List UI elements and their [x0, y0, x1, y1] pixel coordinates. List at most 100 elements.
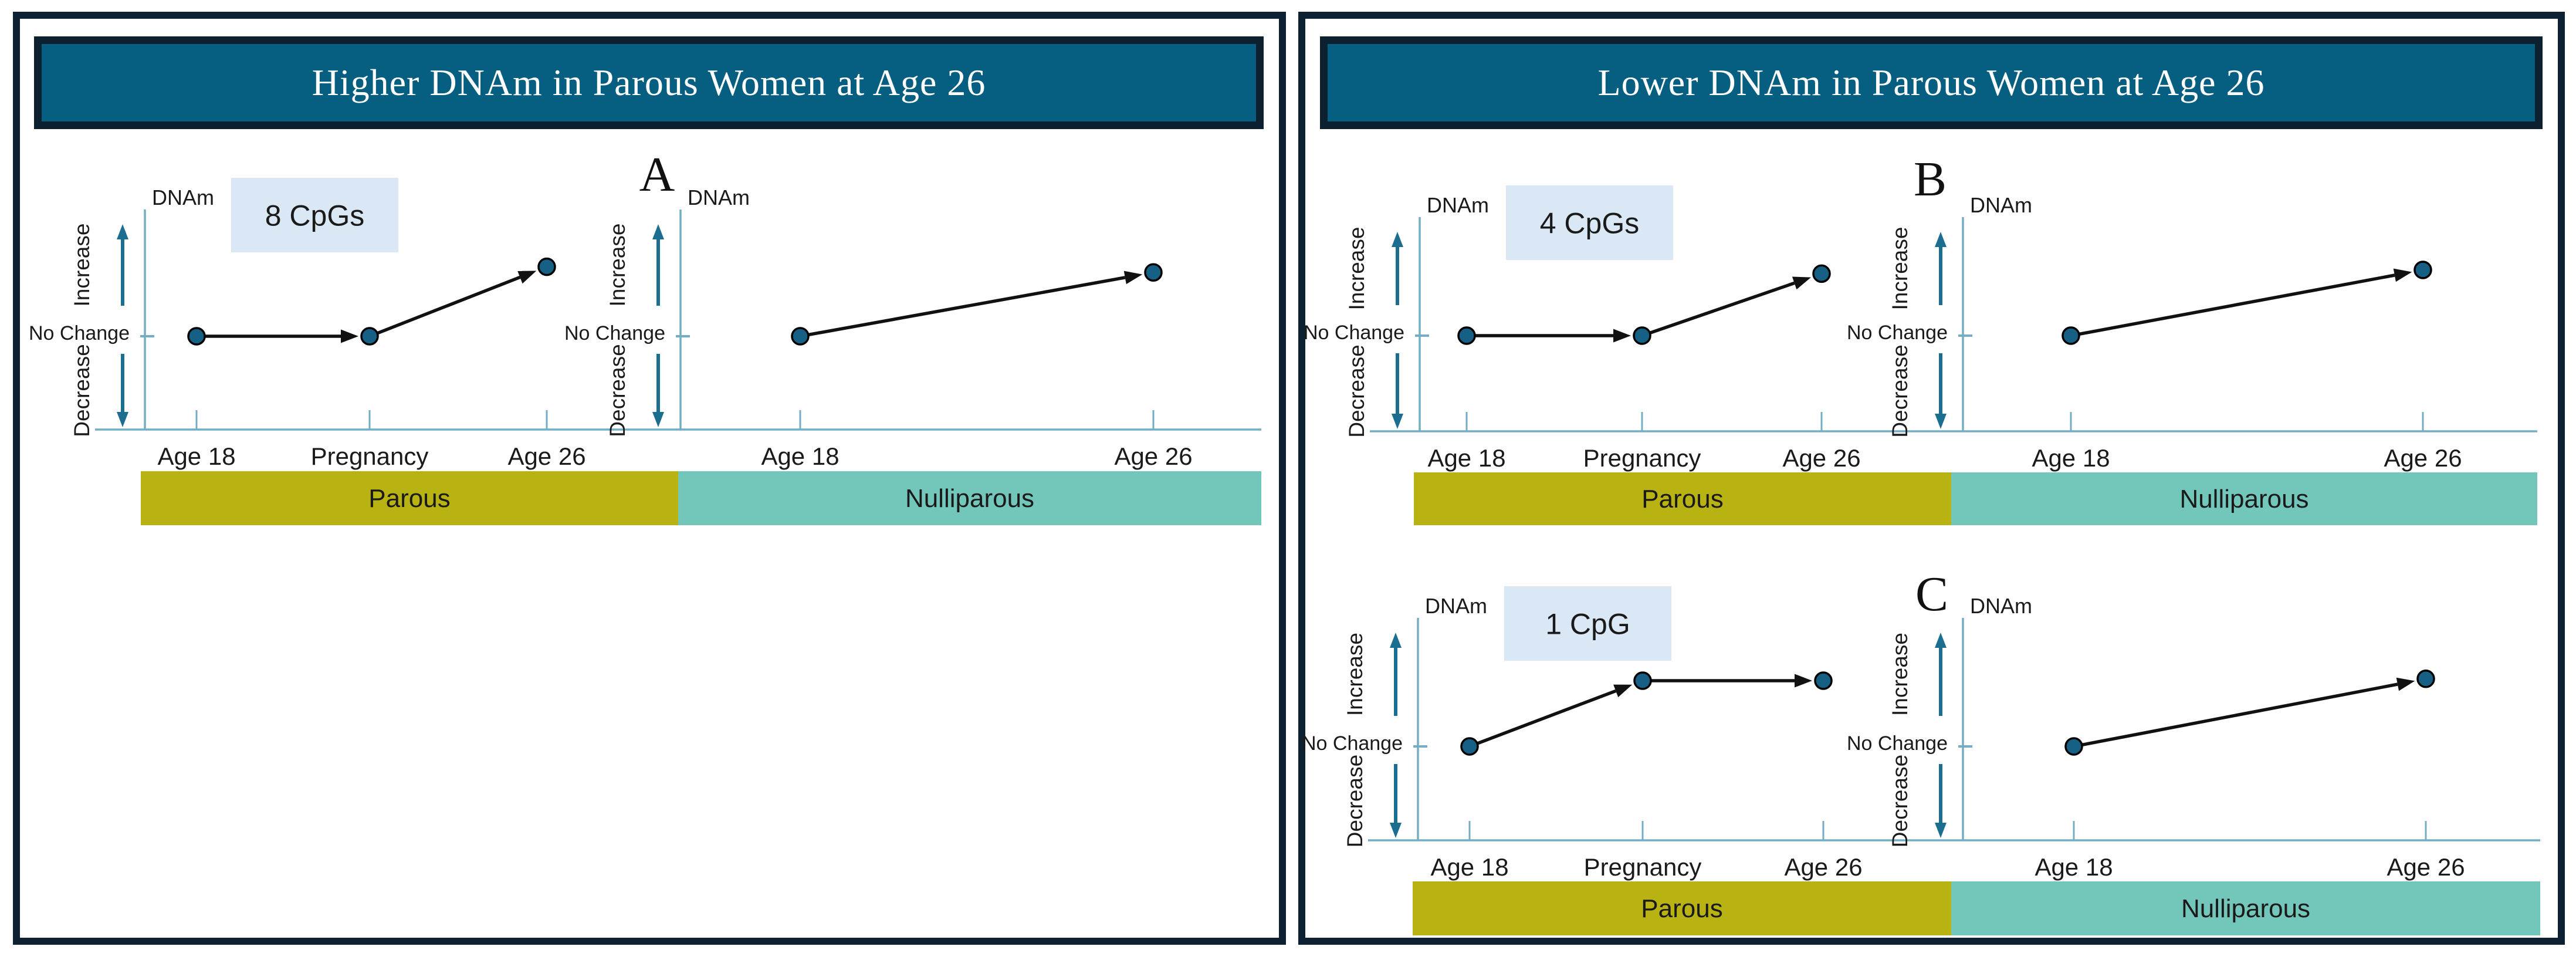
dnam-label-B-parous: DNAm	[1427, 193, 1489, 217]
tick-label-A-nulliparous-1: Age 26	[1114, 442, 1192, 470]
decrease-arrow-A-parous-head	[117, 412, 128, 427]
increase-arrow-B-nulliparous-head	[1935, 232, 1947, 247]
increase-label-A-parous: Increase	[70, 224, 94, 307]
tick-label-B-nulliparous-0: Age 18	[2032, 444, 2110, 472]
increase-label-B-nulliparous: Increase	[1888, 227, 1912, 310]
nulliparous-band-B	[1951, 472, 2537, 525]
data-point-C-parous-2	[1814, 671, 1833, 690]
nulliparous-band-A	[678, 471, 1261, 525]
band-label-B-parous: Parous	[1641, 485, 1723, 513]
decrease-arrow-B-nulliparous-head	[1935, 414, 1947, 429]
data-point-A-parous-2	[537, 257, 556, 276]
data-point-B-nulliparous-1	[2413, 261, 2432, 279]
increase-arrow-A-nulliparous-head	[652, 224, 664, 239]
nulliparous-band-C	[1951, 881, 2540, 935]
dnam-label-C-parous: DNAm	[1425, 594, 1487, 618]
band-label-A-nulliparous: Nulliparous	[905, 484, 1034, 513]
trend-arrow-A-parous-0-head	[341, 329, 358, 343]
decrease-label-B-nulliparous: Decrease	[1888, 344, 1912, 437]
no-change-label-C-parous: No Change	[1302, 732, 1403, 755]
trend-arrow-C-parous-1-head	[1795, 674, 1812, 688]
trend-arrow-B-parous-1-head	[1792, 276, 1812, 290]
increase-arrow-B-parous-head	[1392, 232, 1403, 247]
tick-label-C-parous-2: Age 26	[1784, 853, 1862, 881]
trend-arrow-B-nulliparous-0-shaft	[2070, 273, 2395, 337]
band-label-C-parous: Parous	[1641, 894, 1722, 923]
trend-arrow-A-parous-1-shaft	[368, 275, 521, 338]
parous-band-C	[1413, 881, 1951, 935]
dnam-label-C-nulliparous: DNAm	[1970, 594, 2032, 618]
cpg-label-C: 1 CpG	[1545, 608, 1630, 641]
header-higher-dnam: Higher DNAm in Parous Women at Age 26	[34, 36, 1264, 129]
data-point-A-nulliparous-1	[1144, 263, 1163, 282]
trend-arrow-C-parous-0-head	[1613, 684, 1633, 698]
band-label-A-parous: Parous	[368, 484, 450, 513]
header-lower-dnam: Lower DNAm in Parous Women at Age 26	[1320, 36, 2543, 129]
panel-title-lower: Lower DNAm in Parous Women at Age 26	[1597, 62, 2265, 103]
tick-label-B-parous-1: Pregnancy	[1583, 444, 1701, 472]
dnam-label-A-nulliparous: DNAm	[688, 185, 750, 209]
data-point-C-parous-1	[1633, 671, 1652, 690]
trend-arrow-B-parous-0-head	[1613, 329, 1631, 343]
data-point-A-nulliparous-0	[791, 327, 810, 346]
data-point-A-parous-0	[187, 327, 206, 346]
tick-label-A-parous-0: Age 18	[157, 442, 235, 470]
band-label-C-nulliparous: Nulliparous	[2181, 894, 2310, 923]
increase-label-C-parous: Increase	[1343, 633, 1367, 716]
decrease-arrow-C-nulliparous-head	[1935, 823, 1947, 838]
no-change-label-A-nulliparous: No Change	[564, 322, 665, 344]
tick-label-C-nulliparous-0: Age 18	[2035, 853, 2113, 881]
band-label-B-nulliparous: Nulliparous	[2179, 485, 2308, 513]
tick-label-B-parous-0: Age 18	[1427, 444, 1505, 472]
cpg-label-A: 8 CpGs	[265, 200, 365, 232]
tick-label-C-nulliparous-1: Age 26	[2387, 853, 2465, 881]
panel-title-higher: Higher DNAm in Parous Women at Age 26	[312, 62, 986, 103]
data-point-B-parous-1	[1633, 326, 1651, 345]
dnam-label-A-parous: DNAm	[152, 185, 214, 209]
data-point-B-parous-0	[1457, 326, 1476, 345]
data-point-C-nulliparous-0	[2064, 737, 2083, 756]
dnam-label-B-nulliparous: DNAm	[1970, 193, 2032, 217]
no-change-label-A-parous: No Change	[29, 322, 130, 344]
trend-arrow-A-parous-1-head	[517, 271, 537, 284]
tick-label-C-parous-0: Age 18	[1430, 853, 1508, 881]
increase-label-B-parous: Increase	[1345, 227, 1369, 310]
cpg-box-A	[231, 178, 398, 252]
cpg-box-B	[1506, 185, 1673, 260]
tick-label-A-parous-1: Pregnancy	[311, 442, 429, 470]
figure-letter-C: C	[1915, 567, 1948, 621]
decrease-label-C-parous: Decrease	[1343, 755, 1367, 847]
trend-arrow-A-nulliparous-0-head	[1123, 271, 1143, 285]
tick-label-B-parous-2: Age 26	[1782, 444, 1860, 472]
tick-label-A-parous-2: Age 26	[507, 442, 585, 470]
increase-label-A-nulliparous: Increase	[605, 224, 629, 307]
no-change-label-C-nulliparous: No Change	[1847, 732, 1948, 755]
increase-arrow-C-nulliparous-head	[1935, 633, 1947, 648]
decrease-label-C-nulliparous: Decrease	[1888, 755, 1912, 847]
increase-arrow-A-parous-head	[117, 224, 128, 239]
figure-letter-B: B	[1914, 152, 1947, 207]
parous-band-A	[141, 471, 678, 525]
decrease-label-A-nulliparous: Decrease	[605, 344, 629, 437]
cpg-box-C	[1504, 586, 1671, 661]
figure-letter-A: A	[639, 147, 675, 202]
data-point-C-parous-0	[1460, 737, 1479, 756]
decrease-arrow-C-parous-head	[1390, 823, 1402, 838]
decrease-arrow-B-parous-head	[1392, 414, 1403, 429]
tick-label-A-nulliparous-0: Age 18	[761, 442, 839, 470]
decrease-label-B-parous: Decrease	[1345, 344, 1369, 437]
trend-arrow-A-nulliparous-0-shaft	[800, 276, 1126, 338]
data-point-B-nulliparous-0	[2062, 326, 2080, 345]
tick-label-C-parous-1: Pregnancy	[1584, 853, 1702, 881]
trend-arrow-C-parous-0-shaft	[1469, 689, 1617, 748]
tick-label-B-nulliparous-1: Age 26	[2384, 444, 2462, 472]
trend-arrow-C-nulliparous-0-shaft	[2073, 682, 2398, 748]
increase-label-C-nulliparous: Increase	[1888, 633, 1912, 716]
no-change-label-B-parous: No Change	[1304, 322, 1404, 344]
trend-arrow-B-parous-1-shaft	[1641, 281, 1795, 337]
decrease-arrow-A-nulliparous-head	[652, 412, 664, 427]
trend-arrow-C-nulliparous-0-head	[2396, 677, 2415, 691]
parous-band-B	[1414, 472, 1951, 525]
